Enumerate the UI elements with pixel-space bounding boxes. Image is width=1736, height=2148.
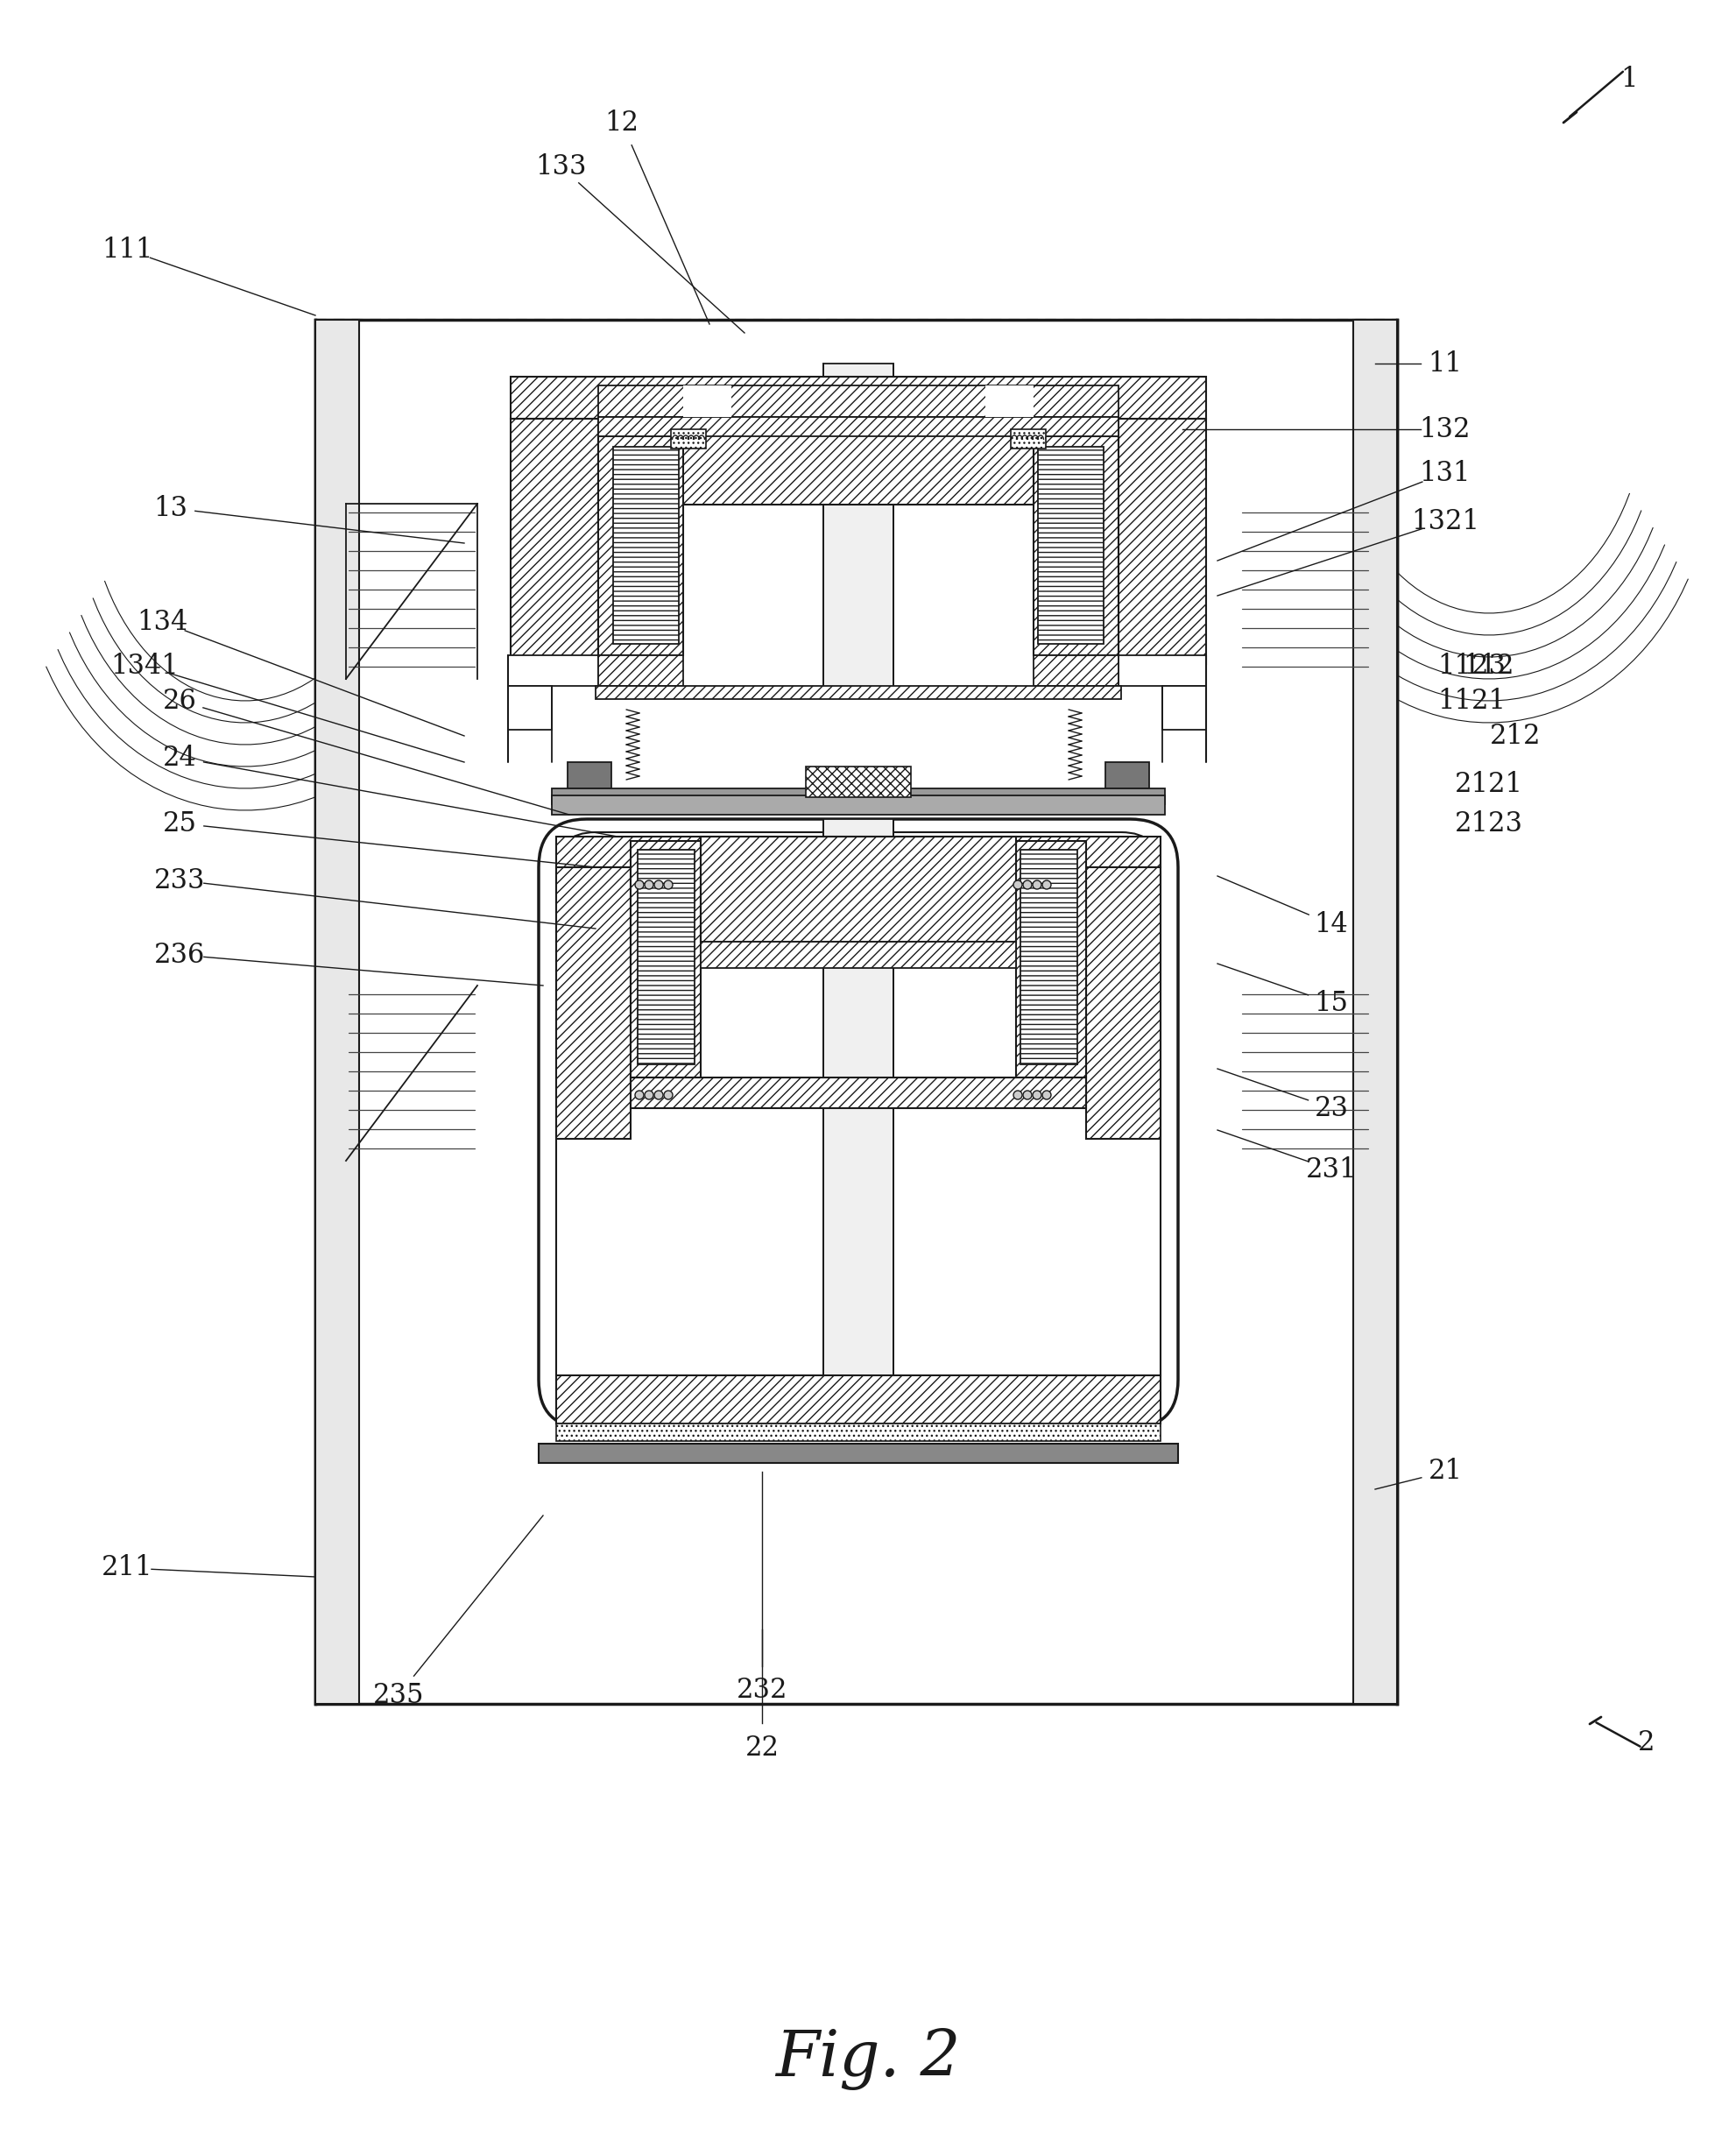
Circle shape xyxy=(1023,1091,1031,1100)
Text: 231: 231 xyxy=(1305,1156,1356,1184)
Bar xyxy=(984,384,1033,417)
Text: 134: 134 xyxy=(137,608,187,636)
Bar xyxy=(1038,447,1102,644)
Bar xyxy=(597,417,1118,436)
Text: 232: 232 xyxy=(736,1678,786,1703)
Text: 15: 15 xyxy=(1314,990,1347,1016)
Text: 2: 2 xyxy=(1637,1729,1654,1757)
Circle shape xyxy=(635,1091,644,1100)
Circle shape xyxy=(663,881,672,889)
Bar xyxy=(556,868,630,1138)
Bar xyxy=(538,1443,1177,1463)
Bar xyxy=(823,818,892,1433)
Circle shape xyxy=(644,881,653,889)
Bar xyxy=(552,795,1165,814)
Text: 21: 21 xyxy=(1427,1458,1462,1484)
Text: 2123: 2123 xyxy=(1455,810,1522,838)
Text: 14: 14 xyxy=(1314,911,1347,939)
Text: 11: 11 xyxy=(1427,350,1462,378)
Text: 235: 235 xyxy=(373,1682,424,1708)
Text: 13: 13 xyxy=(155,494,187,522)
Bar xyxy=(637,851,694,1065)
Bar xyxy=(1118,655,1205,685)
Bar xyxy=(613,447,679,644)
Circle shape xyxy=(1033,881,1042,889)
Bar xyxy=(507,685,552,730)
Bar xyxy=(700,836,1016,941)
Bar xyxy=(568,763,611,788)
Bar xyxy=(1352,320,1396,1703)
Circle shape xyxy=(1012,1091,1023,1100)
Text: 25: 25 xyxy=(163,810,196,838)
Text: 24: 24 xyxy=(163,743,196,771)
Circle shape xyxy=(644,1091,653,1100)
Text: 211: 211 xyxy=(101,1555,153,1581)
Circle shape xyxy=(1042,1091,1050,1100)
Bar xyxy=(1085,868,1160,1138)
Bar xyxy=(682,417,1033,505)
Bar xyxy=(1118,419,1205,664)
Text: 26: 26 xyxy=(163,687,196,715)
Text: 133: 133 xyxy=(535,153,585,180)
Bar xyxy=(1240,505,1370,679)
Bar xyxy=(597,436,682,655)
FancyBboxPatch shape xyxy=(538,818,1177,1428)
Bar xyxy=(630,842,700,1078)
Bar xyxy=(1033,436,1118,655)
Text: 212: 212 xyxy=(1489,722,1540,750)
Bar xyxy=(345,505,477,679)
Bar xyxy=(597,655,682,685)
Bar xyxy=(630,1078,1085,1108)
Bar xyxy=(552,788,1165,803)
Text: 1123: 1123 xyxy=(1437,653,1505,679)
Circle shape xyxy=(1042,881,1050,889)
Bar xyxy=(682,384,731,417)
Circle shape xyxy=(654,881,663,889)
Bar xyxy=(507,655,597,685)
Bar xyxy=(1033,655,1118,685)
Circle shape xyxy=(635,881,644,889)
Bar xyxy=(1240,986,1370,1160)
Text: 132: 132 xyxy=(1418,417,1470,442)
Bar xyxy=(316,320,1396,1703)
Circle shape xyxy=(1033,1091,1042,1100)
Bar xyxy=(806,767,910,797)
Bar xyxy=(597,384,1118,417)
FancyBboxPatch shape xyxy=(477,350,1240,1639)
Bar xyxy=(595,685,1120,698)
Bar xyxy=(1161,685,1205,730)
Bar xyxy=(1104,763,1149,788)
Text: 22: 22 xyxy=(745,1733,779,1761)
Bar xyxy=(345,986,477,1160)
Bar xyxy=(1019,851,1076,1065)
Bar xyxy=(1010,430,1045,449)
Text: 233: 233 xyxy=(155,868,205,894)
Text: 1121: 1121 xyxy=(1437,687,1505,715)
Text: 2121: 2121 xyxy=(1455,771,1522,797)
Text: 112: 112 xyxy=(1463,653,1514,679)
Bar xyxy=(316,320,359,1703)
Bar xyxy=(670,430,705,449)
Text: 1341: 1341 xyxy=(111,653,179,679)
Text: 111: 111 xyxy=(101,236,153,264)
Circle shape xyxy=(663,1091,672,1100)
Text: 1321: 1321 xyxy=(1410,507,1479,535)
Bar xyxy=(700,941,1016,969)
Bar xyxy=(510,419,597,664)
Text: 12: 12 xyxy=(604,110,639,135)
Text: 236: 236 xyxy=(155,941,205,969)
Circle shape xyxy=(1012,881,1023,889)
Bar xyxy=(556,1375,1160,1424)
Bar xyxy=(556,1424,1160,1441)
Circle shape xyxy=(1023,881,1031,889)
Bar xyxy=(823,363,892,696)
Bar xyxy=(1016,842,1085,1078)
Text: Fig. 2: Fig. 2 xyxy=(774,2028,960,2090)
Text: 131: 131 xyxy=(1418,460,1470,488)
Text: 1: 1 xyxy=(1620,64,1637,92)
Bar xyxy=(510,376,1205,419)
Text: 23: 23 xyxy=(1314,1095,1347,1121)
Bar xyxy=(556,836,1160,868)
Circle shape xyxy=(654,1091,663,1100)
